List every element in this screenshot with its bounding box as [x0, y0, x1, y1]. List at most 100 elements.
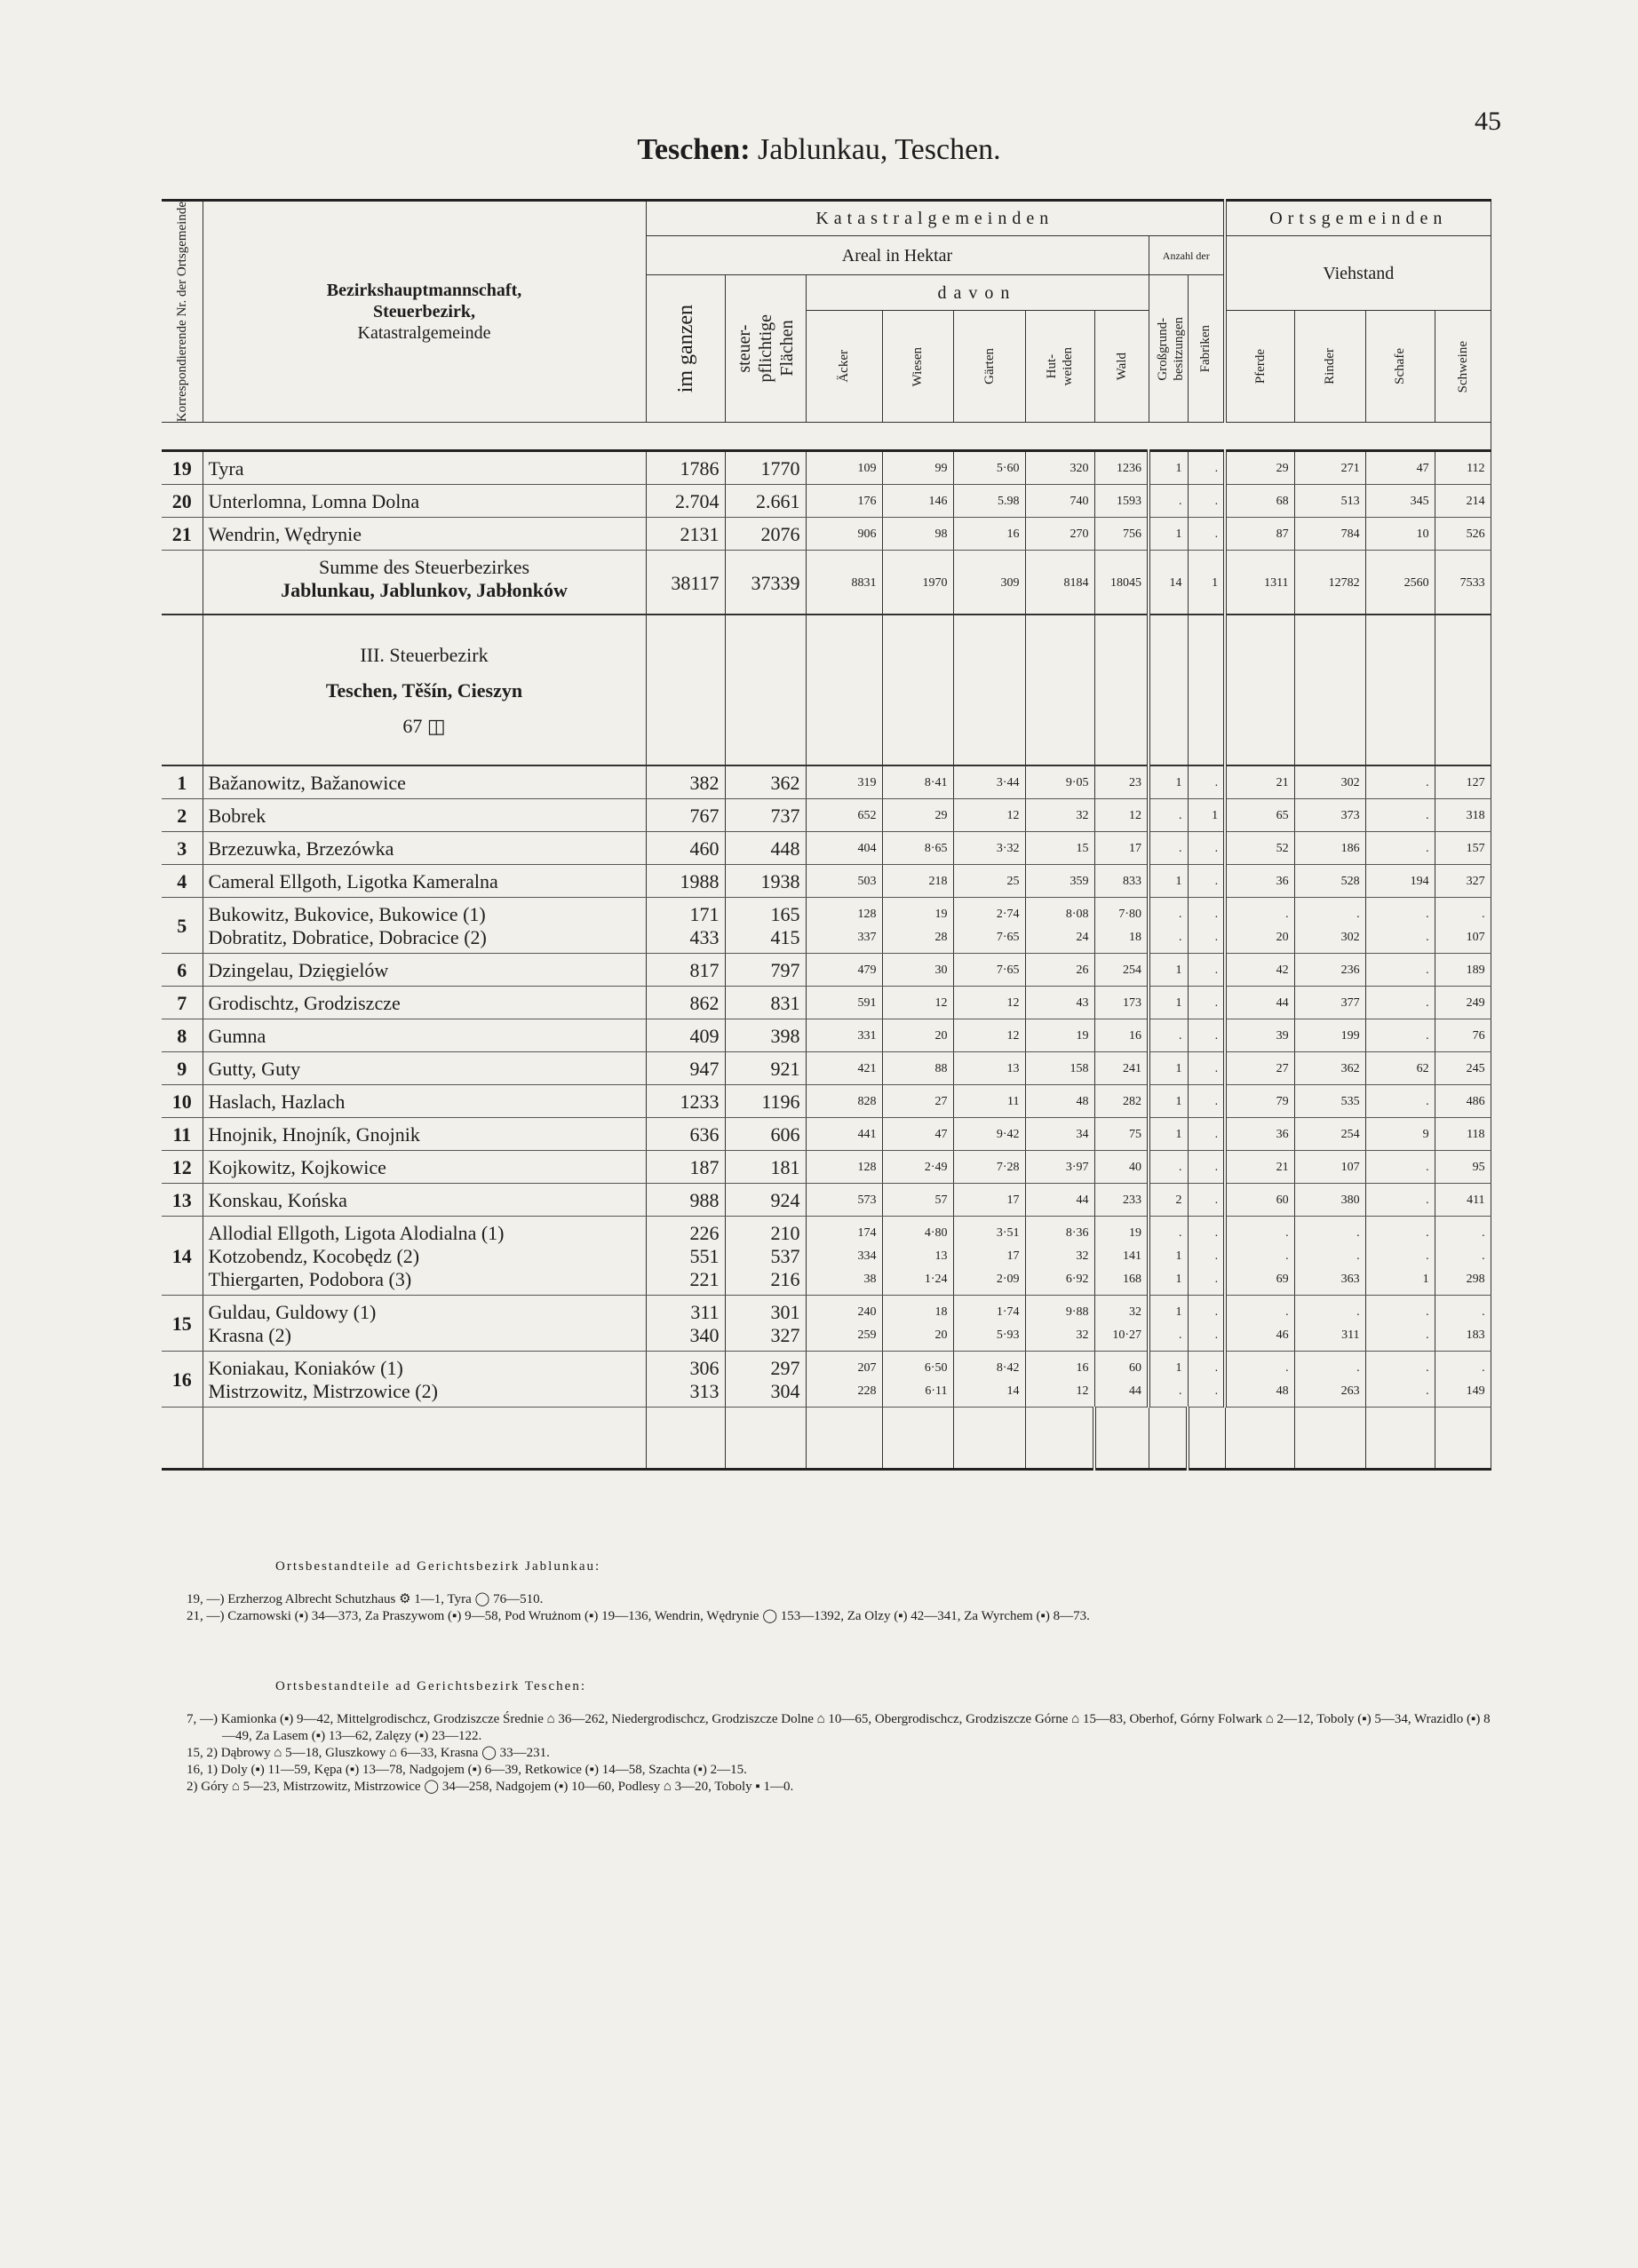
cell: 210 537 216	[725, 1216, 807, 1296]
cell	[162, 614, 203, 766]
row-number: 3	[162, 831, 203, 865]
cell: 2	[1149, 1183, 1189, 1217]
cell: 2560	[1365, 550, 1435, 615]
cell: 240 259	[806, 1295, 883, 1352]
cell: 5·60	[953, 450, 1026, 486]
spacer-row	[162, 422, 1491, 453]
row-number: 21	[162, 517, 203, 551]
cell: 906	[806, 517, 883, 551]
page-number: 45	[1475, 107, 1501, 136]
header-vieh: Schweine	[1435, 310, 1491, 424]
cell: 319	[806, 765, 883, 799]
page-title: Teschen: Jablunkau, Teschen.	[0, 133, 1638, 167]
cell: 181	[725, 1150, 807, 1184]
header-text: Pferde	[1252, 349, 1268, 385]
cell: 233	[1094, 1183, 1150, 1217]
cell: 236	[1294, 953, 1366, 987]
header-fabriken: Fabriken	[1188, 274, 1228, 424]
header-text: steuer- pflichtige Flächen	[734, 314, 797, 383]
cell: 573	[806, 1183, 883, 1217]
cell: 23	[1094, 765, 1150, 799]
header-text: Bezirkshauptmannschaft,	[326, 281, 522, 301]
cell: 1	[1149, 1117, 1189, 1151]
cell	[162, 550, 203, 615]
cell: 16	[1094, 1019, 1150, 1052]
cell: 737	[725, 798, 807, 832]
cell: 128	[806, 1150, 883, 1184]
cell: 6·50 6·11	[882, 1351, 954, 1408]
cell: .	[1149, 484, 1189, 519]
cell: 4·80 13 1·24	[882, 1216, 954, 1296]
section-row: III. Steuerbezirk Teschen, Těšín, Cieszyn…	[162, 614, 1491, 766]
header-sub: Hut- weiden	[1025, 310, 1095, 424]
cell: 157	[1435, 831, 1491, 865]
cell: 460	[646, 831, 726, 865]
header-nr: Korrespondierende Nr. der Ortsgemeinde	[162, 200, 203, 424]
cell: .	[1188, 864, 1228, 898]
sum-line: Summe des Steuerbezirkes	[318, 556, 530, 579]
cell: 591	[806, 986, 883, 1019]
header-text: Gärten	[982, 348, 997, 385]
header-text: Großgrund- besitzungen	[1155, 316, 1186, 381]
cell: 44	[1225, 986, 1295, 1019]
cell: 1786	[646, 450, 726, 486]
cell: 12	[1094, 798, 1150, 832]
data-row: 14 Allodial Ellgoth, Ligota Alodialna (1)…	[162, 1216, 1491, 1296]
cell: 318	[1435, 798, 1491, 832]
data-row: 2 Bobrek 767 737 652 29 12 32 12. 1 65 373. 318	[162, 798, 1491, 832]
row-number: 6	[162, 953, 203, 987]
cell	[1188, 1407, 1226, 1470]
row-name: Bažanowitz, Bažanowice	[203, 765, 647, 799]
header-text: im ganzen	[673, 305, 697, 393]
header-text: Schweine	[1455, 340, 1470, 393]
cell: 16	[953, 517, 1026, 551]
cell	[1188, 614, 1228, 766]
header-sub: Wiesen	[882, 310, 954, 424]
note-section: Ortsbestandteile ad Gerichtsbezirk Jablu…	[187, 1558, 1492, 1625]
note-line: 21, —) Czarnowski (▪) 34—373, Za Praszyw…	[187, 1609, 1090, 1623]
cell: 636	[646, 1117, 726, 1151]
cell: .	[1188, 986, 1228, 1019]
header-anzahl: Anzahl der	[1149, 235, 1228, 276]
table-body: 19 Tyra 1786 1770 109 99 5·60 320 1236 1. 29 271 47 1…	[162, 422, 1491, 1470]
cell: 21	[1225, 1150, 1295, 1184]
cell: 29	[1225, 450, 1295, 486]
cell: 362	[725, 765, 807, 799]
cell: 382	[646, 765, 726, 799]
cell: 3·44	[953, 765, 1026, 799]
cell: . 311	[1294, 1295, 1366, 1352]
header-text: Wiesen	[910, 346, 925, 386]
cell: .	[1188, 1084, 1228, 1118]
cell: 411	[1435, 1183, 1491, 1217]
cell: . . .	[1188, 1216, 1228, 1296]
cell: 19 141 168	[1094, 1216, 1150, 1296]
cell: 9	[1365, 1117, 1435, 1151]
cell: 831	[725, 986, 807, 1019]
cell: 1	[1149, 517, 1189, 551]
cell: 282	[1094, 1084, 1150, 1118]
cell: 320	[1025, 450, 1095, 486]
cell: 345	[1365, 484, 1435, 519]
cell: 1	[1149, 450, 1189, 486]
cell: 88	[882, 1051, 954, 1085]
notes: Ortsbestandteile ad Gerichtsbezirk Jablu…	[187, 1558, 1492, 1849]
cell: . . 69	[1225, 1216, 1295, 1296]
data-row: 6 Dzingelau, Dzięgielów 817 797 479 30 7·65 26 2…	[162, 953, 1491, 987]
row-name: Hnojnik, Hnojník, Gnojnik	[203, 1117, 647, 1151]
cell: 421	[806, 1051, 883, 1085]
row-name: Guldau, Guldowy (1) Krasna (2)	[203, 1295, 647, 1352]
cell: 327	[1435, 864, 1491, 898]
row-number: 13	[162, 1183, 203, 1217]
cell: 62	[1365, 1051, 1435, 1085]
note-line: 7, —) Kamionka (▪) 9—42, Mittelgrodischc…	[187, 1712, 1491, 1743]
cell	[725, 614, 807, 766]
cell	[1294, 614, 1366, 766]
cell: . .	[1365, 1351, 1435, 1408]
cell: 1970	[882, 550, 954, 615]
row-name: Grodischtz, Grodziszcze	[203, 986, 647, 1019]
cell	[806, 614, 883, 766]
cell: . .	[1188, 1351, 1228, 1408]
cell: . .	[1188, 1295, 1228, 1352]
header-text: Steuerbezirk,	[373, 302, 475, 322]
